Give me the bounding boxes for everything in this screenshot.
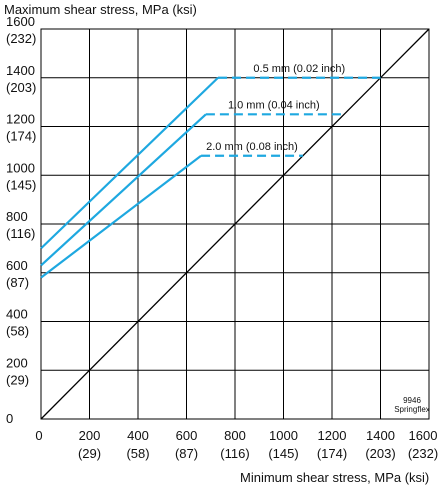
annotation-number: 9946 xyxy=(403,396,421,405)
y-tick-label: 1200 xyxy=(6,112,35,127)
series-labels: 0.5 mm (0.02 inch) 1.0 mm (0.04 inch) 2.0 … xyxy=(206,63,345,153)
y-tick-label: 800 xyxy=(6,209,28,224)
x-tick-label: 400 xyxy=(127,428,149,443)
annotation-name: Springflex xyxy=(394,405,430,414)
x-tick-sublabel: (203) xyxy=(365,446,395,461)
y-tick-label: 200 xyxy=(6,355,28,370)
y-tick-sublabel: (116) xyxy=(6,226,35,241)
y-tick-sublabel: (29) xyxy=(6,372,29,387)
x-tick-label: 0 xyxy=(35,428,42,443)
series-solid-line xyxy=(40,154,202,279)
series-label: 2.0 mm (0.08 inch) xyxy=(206,141,298,153)
y-tick-label: 600 xyxy=(6,258,28,273)
x-tick-sublabel: (29) xyxy=(78,446,101,461)
y-axis-title: Maximum shear stress, MPa (ksi) xyxy=(4,2,197,17)
x-tick-label: 200 xyxy=(79,428,101,443)
y-tick-label: 1600 xyxy=(6,14,35,29)
y-tick-label: 0 xyxy=(6,411,13,426)
x-tick-label: 1000 xyxy=(269,428,298,443)
x-tick-labels: 0 200 (29) 400 (58) 600 (87) 800 (116) 1000 (145) 1… xyxy=(35,428,438,461)
y-tick-labels: 0 200 (29) 400 (58) 600 (87) 800 (116) 1000 (145) 1… xyxy=(6,14,36,426)
x-tick-sublabel: (232) xyxy=(408,446,438,461)
series-solid-line xyxy=(40,76,219,250)
reference-line xyxy=(40,28,430,420)
x-tick-sublabel: (145) xyxy=(268,446,298,461)
x-tick-sublabel: (116) xyxy=(220,446,249,461)
y-tick-sublabel: (58) xyxy=(6,324,29,339)
y-tick-label: 1400 xyxy=(6,63,35,78)
y-tick-sublabel: (87) xyxy=(6,275,29,290)
series-label: 1.0 mm (0.04 inch) xyxy=(228,99,320,111)
x-tick-label: 1200 xyxy=(318,428,347,443)
series-solid-line xyxy=(40,113,207,267)
y-tick-label: 400 xyxy=(6,307,28,322)
y-tick-sublabel: (174) xyxy=(6,129,36,144)
x-tick-sublabel: (58) xyxy=(126,446,149,461)
x-tick-label: 600 xyxy=(176,428,198,443)
x-tick-sublabel: (87) xyxy=(175,446,198,461)
x-tick-label: 1400 xyxy=(366,428,395,443)
series-label: 0.5 mm (0.02 inch) xyxy=(253,63,345,75)
x-tick-label: 800 xyxy=(224,428,246,443)
y-tick-label: 1000 xyxy=(6,160,35,175)
y-tick-sublabel: (203) xyxy=(6,80,36,95)
x-axis-title: Minimum shear stress, MPa (ksi) xyxy=(240,470,429,485)
x-tick-sublabel: (174) xyxy=(317,446,347,461)
y-tick-sublabel: (232) xyxy=(6,31,36,46)
x-tick-label: 1600 xyxy=(409,428,438,443)
series-layer xyxy=(40,28,430,420)
y-tick-sublabel: (145) xyxy=(6,177,36,192)
